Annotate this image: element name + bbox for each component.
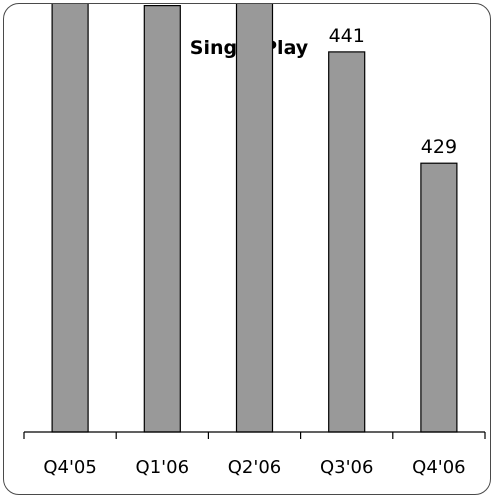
bar-3 (328, 51, 366, 433)
bar-2 (235, 4, 274, 433)
x-tick-label-3: Q3'06 (320, 457, 373, 478)
x-tick-label-4: Q4'06 (412, 457, 465, 478)
x-axis: Q4'05 Q1'06 Q2'06 Q3'06 Q4'06 (23, 431, 486, 478)
data-label-3: 441 (329, 25, 365, 47)
bar-4 (420, 162, 458, 433)
bar-chart: Single Play 454446450441429 Q4'05Q1'06Q2… (23, 4, 486, 478)
data-labels-layer: 454446450441429 (329, 25, 457, 158)
x-tick-label-1: Q1'06 (136, 457, 189, 478)
bars-layer (51, 4, 458, 433)
chart-frame: Single Play 454446450441429 Q4'05Q1'06Q2… (3, 3, 491, 495)
data-label-4: 429 (421, 136, 457, 158)
bar-0 (51, 4, 89, 433)
x-tick-label-0: Q4'05 (43, 457, 96, 478)
x-tick-label-2: Q2'06 (228, 457, 281, 478)
bar-1 (143, 5, 181, 433)
